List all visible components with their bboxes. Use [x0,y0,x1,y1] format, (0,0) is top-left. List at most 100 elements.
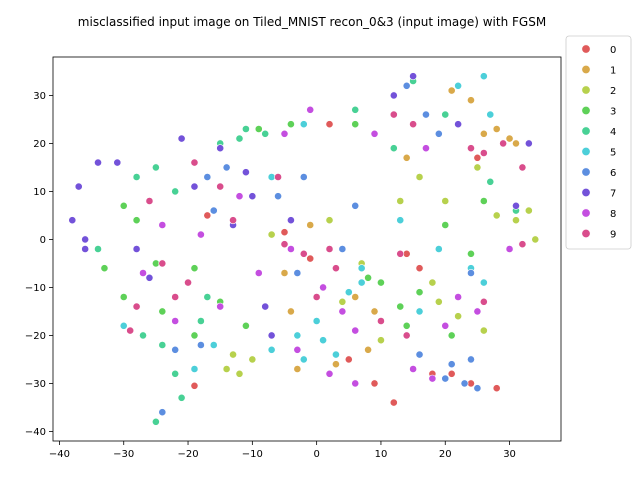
data-point-6 [203,173,212,181]
y-tick-label: 20 [33,139,46,150]
data-point-8 [254,269,263,277]
data-point-4 [94,245,102,253]
data-point-6 [351,201,360,210]
data-point-0 [344,355,353,364]
data-point-1 [512,139,520,148]
legend-label-7: 7 [610,189,616,200]
data-point-7 [524,139,533,148]
data-point-3 [364,273,372,282]
data-point-8 [280,129,289,138]
data-point-4 [441,110,450,119]
data-point-5 [415,307,424,316]
data-point-9 [126,326,135,335]
data-point-0 [447,369,456,378]
data-point-8 [158,221,167,229]
data-point-9 [518,163,527,172]
data-point-7 [190,182,199,191]
data-point-4 [171,187,180,196]
data-point-5 [396,216,405,225]
data-point-8 [351,326,360,335]
data-point-4 [486,177,495,186]
data-point-1 [467,96,475,105]
data-point-9 [171,293,180,301]
data-point-3 [190,331,199,340]
y-axis: −40 −30 −20 −10 0 10 20 30 [25,91,53,438]
data-point-0 [467,379,475,388]
data-point-5 [299,120,308,129]
data-point-3 [242,321,250,330]
data-point-6 [293,269,302,277]
legend-label-9: 9 [610,230,616,241]
data-point-6 [415,350,424,359]
legend-marker-3 [581,106,591,116]
data-point-2 [441,197,450,205]
data-point-7 [81,235,90,244]
data-point-7 [267,331,276,340]
data-point-5 [299,355,308,364]
data-point-6 [447,360,456,369]
data-point-5 [357,278,366,287]
data-point-2 [248,355,257,364]
data-point-5 [454,81,463,90]
data-point-2 [454,312,463,321]
data-point-8 [370,129,379,138]
data-point-5 [479,72,488,81]
data-point-6 [467,355,475,364]
data-point-7 [248,192,257,201]
data-point-9 [325,245,334,253]
data-point-7 [81,245,90,253]
legend-label-2: 2 [610,86,616,97]
data-point-6 [196,341,205,349]
legend-marker-2 [581,85,591,95]
data-point-4 [351,105,360,114]
data-point-0 [473,153,482,162]
data-point-6 [171,345,180,354]
data-point-8 [422,144,430,153]
data-point-8 [409,365,418,373]
x-tick-label: 10 [375,449,388,460]
data-point-1 [306,221,315,229]
data-point-9 [402,331,411,340]
data-point-8 [216,302,225,311]
data-point-5 [319,336,327,345]
data-point-7 [132,245,141,253]
legend-marker-7 [581,188,591,198]
data-point-5 [486,110,495,119]
data-point-6 [441,374,450,383]
data-point-3 [190,264,199,273]
data-point-1 [287,307,295,316]
data-point-3 [119,201,128,210]
legend-label-1: 1 [610,66,616,77]
legend-label-3: 3 [610,107,616,118]
data-point-8 [287,245,295,253]
data-point-8 [293,345,302,354]
data-point-9 [312,293,321,301]
data-point-8 [454,293,463,301]
x-tick-label: 30 [503,449,516,460]
data-point-6 [299,173,308,181]
data-point-3 [158,307,167,316]
data-point-2 [428,278,437,287]
data-point-7 [512,201,520,210]
data-point-9 [280,240,289,249]
data-point-8 [319,283,327,292]
data-point-5 [293,331,302,340]
data-point-4 [171,369,180,378]
data-point-4 [242,125,250,133]
data-point-9 [332,264,340,273]
data-point-8 [325,369,334,378]
data-point-3 [100,264,109,273]
data-point-7 [454,120,463,129]
data-point-5 [190,365,199,373]
legend-marker-9 [581,229,591,239]
plot-area-frame [52,56,562,442]
data-point-3 [396,302,405,311]
data-point-6 [460,379,469,388]
data-point-6 [274,192,282,201]
data-point-1 [492,125,501,133]
data-point-9 [132,302,141,311]
y-tick-label: 0 [40,235,46,246]
x-tick-label: −30 [113,449,134,460]
data-point-3 [151,259,160,268]
data-point-7 [177,134,186,143]
